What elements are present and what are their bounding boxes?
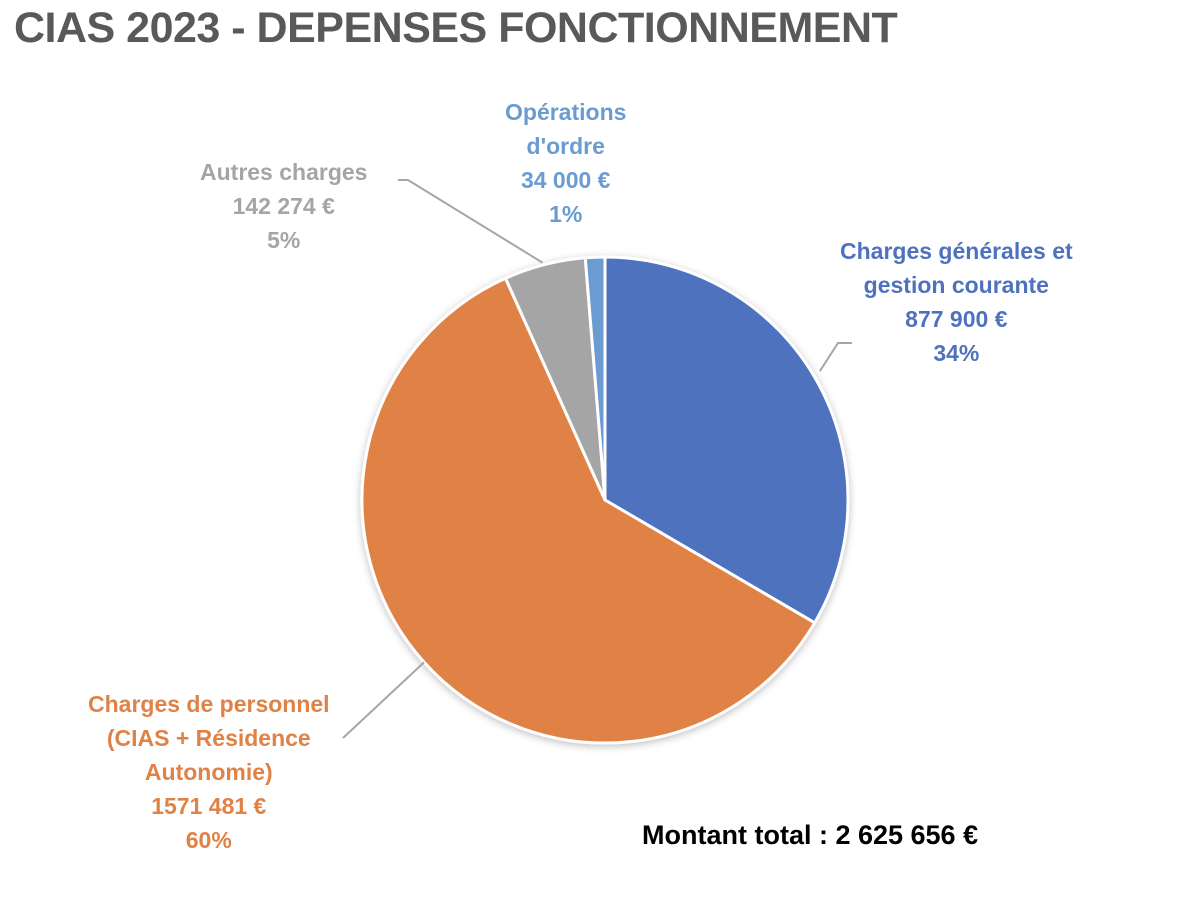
- leader-line-autres-charges: [398, 179, 544, 264]
- pie-slice-generales: [603, 255, 850, 625]
- data-label-operations-ordre: Opérations d'ordre 34 000 € 1%: [505, 99, 627, 227]
- data-label-autres-charges: Autres charges 142 274 € 5%: [200, 159, 368, 253]
- data-label-charges-personnel: Charges de personnel (CIAS + Résidence A…: [88, 691, 330, 853]
- leader-line-charges-personnel: [342, 661, 425, 739]
- data-label-charges-generales: Charges générales et gestion courante 87…: [840, 238, 1073, 366]
- pie-slice-ordre: [583, 255, 607, 502]
- total-amount: Montant total : 2 625 656 €: [642, 820, 979, 850]
- leader-line-charges-generales: [818, 342, 852, 372]
- chart-title: CIAS 2023 - DEPENSES FONCTIONNEMENT: [14, 4, 898, 52]
- pie-slice-personnel: [360, 276, 817, 745]
